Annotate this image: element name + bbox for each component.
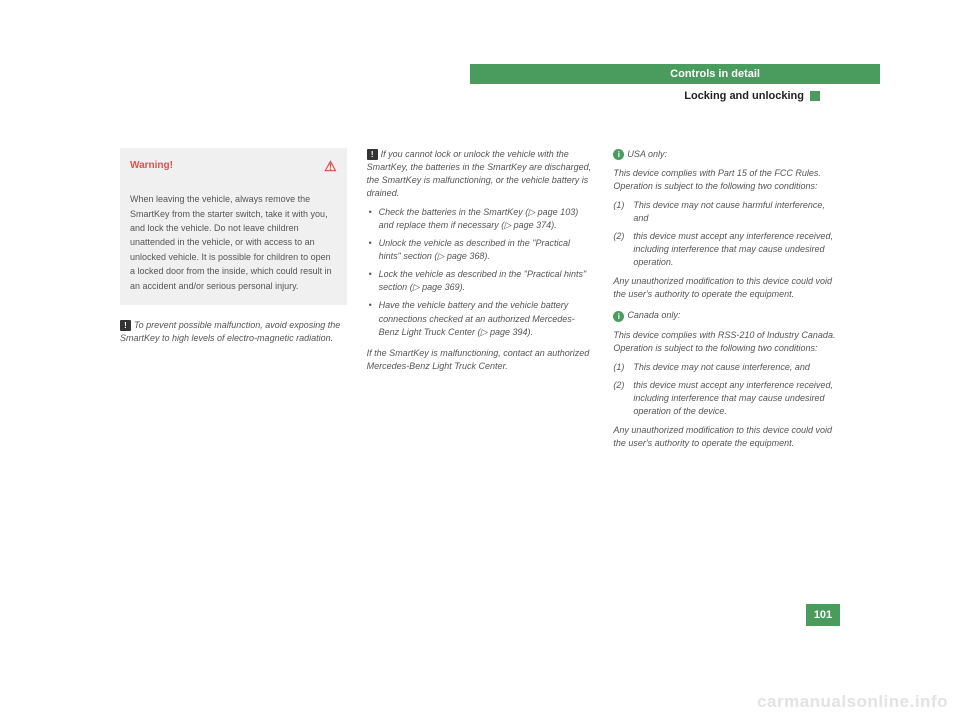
col2-outro: If the SmartKey is malfunctioning, conta… — [367, 347, 594, 373]
page-number-badge: 101 — [806, 604, 840, 626]
item-number: (1) — [613, 199, 633, 225]
list-item: (1)This device may not cause harmful int… — [613, 199, 840, 225]
usa-block-intro: iUSA only: — [613, 148, 840, 161]
list-item: (2)this device must accept any interfere… — [613, 230, 840, 269]
manual-page: Controls in detail Locking and unlocking… — [80, 40, 880, 680]
list-item: Unlock the vehicle as described in the "… — [367, 237, 594, 263]
usa-outro: Any unauthorized modification to this de… — [613, 275, 840, 301]
item-number: (2) — [613, 230, 633, 269]
section-title: Controls in detail — [670, 68, 760, 80]
watermark-text: carmanualsonline.info — [757, 692, 948, 712]
usa-intro-text: This device complies with Part 15 of the… — [613, 167, 840, 193]
content-columns: Warning! ⚠ When leaving the vehicle, alw… — [120, 148, 840, 456]
warning-title: Warning! — [130, 159, 173, 174]
item-number: (1) — [613, 361, 633, 374]
info-icon: i — [613, 149, 624, 160]
exclamation-icon: ! — [367, 149, 378, 160]
list-item: Lock the vehicle as described in the "Pr… — [367, 268, 594, 294]
warning-header: Warning! ⚠ — [120, 148, 347, 184]
item-text: this device must accept any interference… — [633, 379, 840, 418]
list-item: (2)this device must accept any interfere… — [613, 379, 840, 418]
note-paragraph: !To prevent possible malfunction, avoid … — [120, 319, 347, 345]
canada-label: Canada only: — [627, 310, 680, 320]
usa-conditions-list: (1)This device may not cause harmful int… — [613, 199, 840, 269]
subsection-header: Locking and unlocking — [470, 90, 880, 102]
item-text: This device may not cause harmful interf… — [633, 199, 840, 225]
column-1: Warning! ⚠ When leaving the vehicle, alw… — [120, 148, 347, 456]
note-text: To prevent possible malfunction, avoid e… — [120, 320, 340, 343]
section-header-bar: Controls in detail — [470, 64, 880, 84]
subsection-title: Locking and unlocking — [684, 90, 804, 102]
item-number: (2) — [613, 379, 633, 418]
warning-triangle-icon: ⚠ — [324, 156, 337, 176]
canada-block-intro: iCanada only: — [613, 309, 840, 322]
canada-outro: Any unauthorized modification to this de… — [613, 424, 840, 450]
col2-intro-text: If you cannot lock or unlock the vehicle… — [367, 149, 591, 198]
canada-conditions-list: (1)This device may not cause interferenc… — [613, 361, 840, 418]
col2-intro: !If you cannot lock or unlock the vehicl… — [367, 148, 594, 200]
item-text: This device may not cause interference, … — [633, 361, 810, 374]
subsection-marker — [810, 91, 820, 101]
warning-body-text: When leaving the vehicle, always remove … — [120, 184, 347, 305]
column-3: iUSA only: This device complies with Par… — [613, 148, 840, 456]
usa-label: USA only: — [627, 149, 667, 159]
exclamation-icon: ! — [120, 320, 131, 331]
list-item: Have the vehicle battery and the vehicle… — [367, 299, 594, 338]
list-item: Check the batteries in the SmartKey (▷ p… — [367, 206, 594, 232]
list-item: (1)This device may not cause interferenc… — [613, 361, 840, 374]
item-text: this device must accept any interference… — [633, 230, 840, 269]
warning-box: Warning! ⚠ When leaving the vehicle, alw… — [120, 148, 347, 305]
info-icon: i — [613, 311, 624, 322]
column-2: !If you cannot lock or unlock the vehicl… — [367, 148, 594, 456]
canada-intro-text: This device complies with RSS-210 of Ind… — [613, 329, 840, 355]
col2-bullet-list: Check the batteries in the SmartKey (▷ p… — [367, 206, 594, 338]
